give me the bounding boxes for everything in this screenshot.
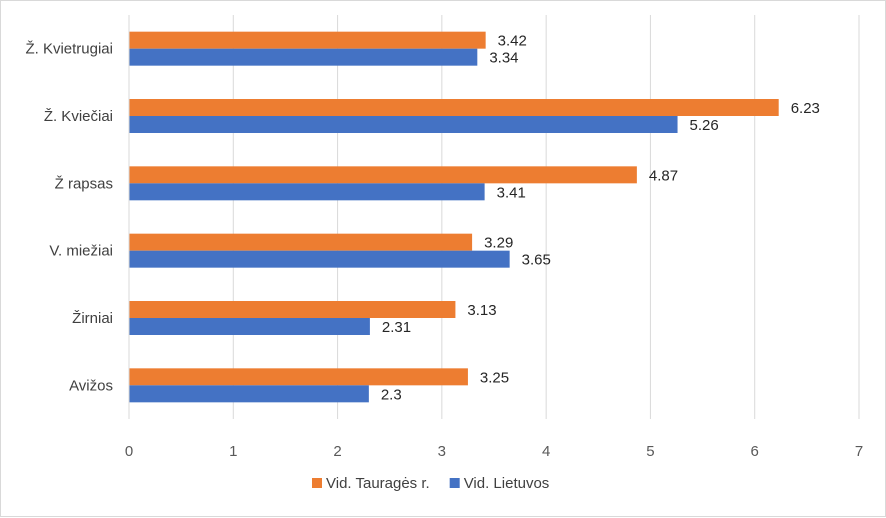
x-tick-label-3: 3 [438, 443, 446, 460]
data-label-0-1: 6.23 [791, 100, 820, 117]
legend-swatch-0 [312, 478, 322, 488]
data-label-1-4: 2.31 [382, 319, 411, 336]
bar-0-4 [129, 301, 456, 318]
x-tick-label-7: 7 [855, 443, 863, 460]
category-label-3: V. miežiai [49, 243, 113, 260]
bar-1-3 [129, 250, 510, 268]
data-label-1-3: 3.65 [522, 252, 551, 269]
category-label-4: Žirniai [72, 310, 113, 327]
data-label-1-2: 3.41 [497, 184, 526, 201]
bar-0-5 [129, 368, 468, 386]
category-label-1: Ž. Kviečiai [44, 108, 113, 125]
data-label-0-3: 3.29 [484, 235, 513, 252]
bar-1-0 [129, 48, 478, 66]
bar-1-1 [129, 116, 678, 133]
data-label-1-1: 5.26 [690, 117, 719, 134]
x-tick-label-1: 1 [229, 443, 237, 460]
category-label-2: Ž rapsas [55, 175, 113, 192]
x-tick-label-2: 2 [333, 443, 341, 460]
category-label-5: Avižos [69, 377, 113, 394]
bar-0-3 [129, 233, 473, 251]
data-label-0-5: 3.25 [480, 369, 509, 386]
data-label-0-4: 3.13 [467, 302, 496, 319]
bar-1-5 [129, 385, 369, 403]
bar-0-1 [129, 99, 779, 116]
x-tick-label-4: 4 [542, 443, 550, 460]
x-tick-label-6: 6 [751, 443, 759, 460]
bar-1-2 [129, 183, 485, 201]
x-tick-label-5: 5 [646, 443, 654, 460]
legend-label-0: Vid. Tauragės r. [326, 475, 430, 492]
x-tick-label-0: 0 [125, 443, 133, 460]
bar-0-2 [129, 166, 637, 184]
legend-swatch-1 [449, 478, 460, 488]
data-label-0-2: 4.87 [649, 167, 678, 184]
data-label-0-0: 3.42 [498, 33, 527, 50]
legend-label-1: Vid. Lietuvos [464, 475, 550, 492]
category-label-0: Ž. Kvietrugiai [25, 41, 113, 58]
bar-1-4 [129, 318, 370, 335]
bar-0-0 [129, 31, 486, 49]
data-label-1-0: 3.34 [489, 50, 518, 67]
data-label-1-5: 2.3 [381, 386, 402, 403]
